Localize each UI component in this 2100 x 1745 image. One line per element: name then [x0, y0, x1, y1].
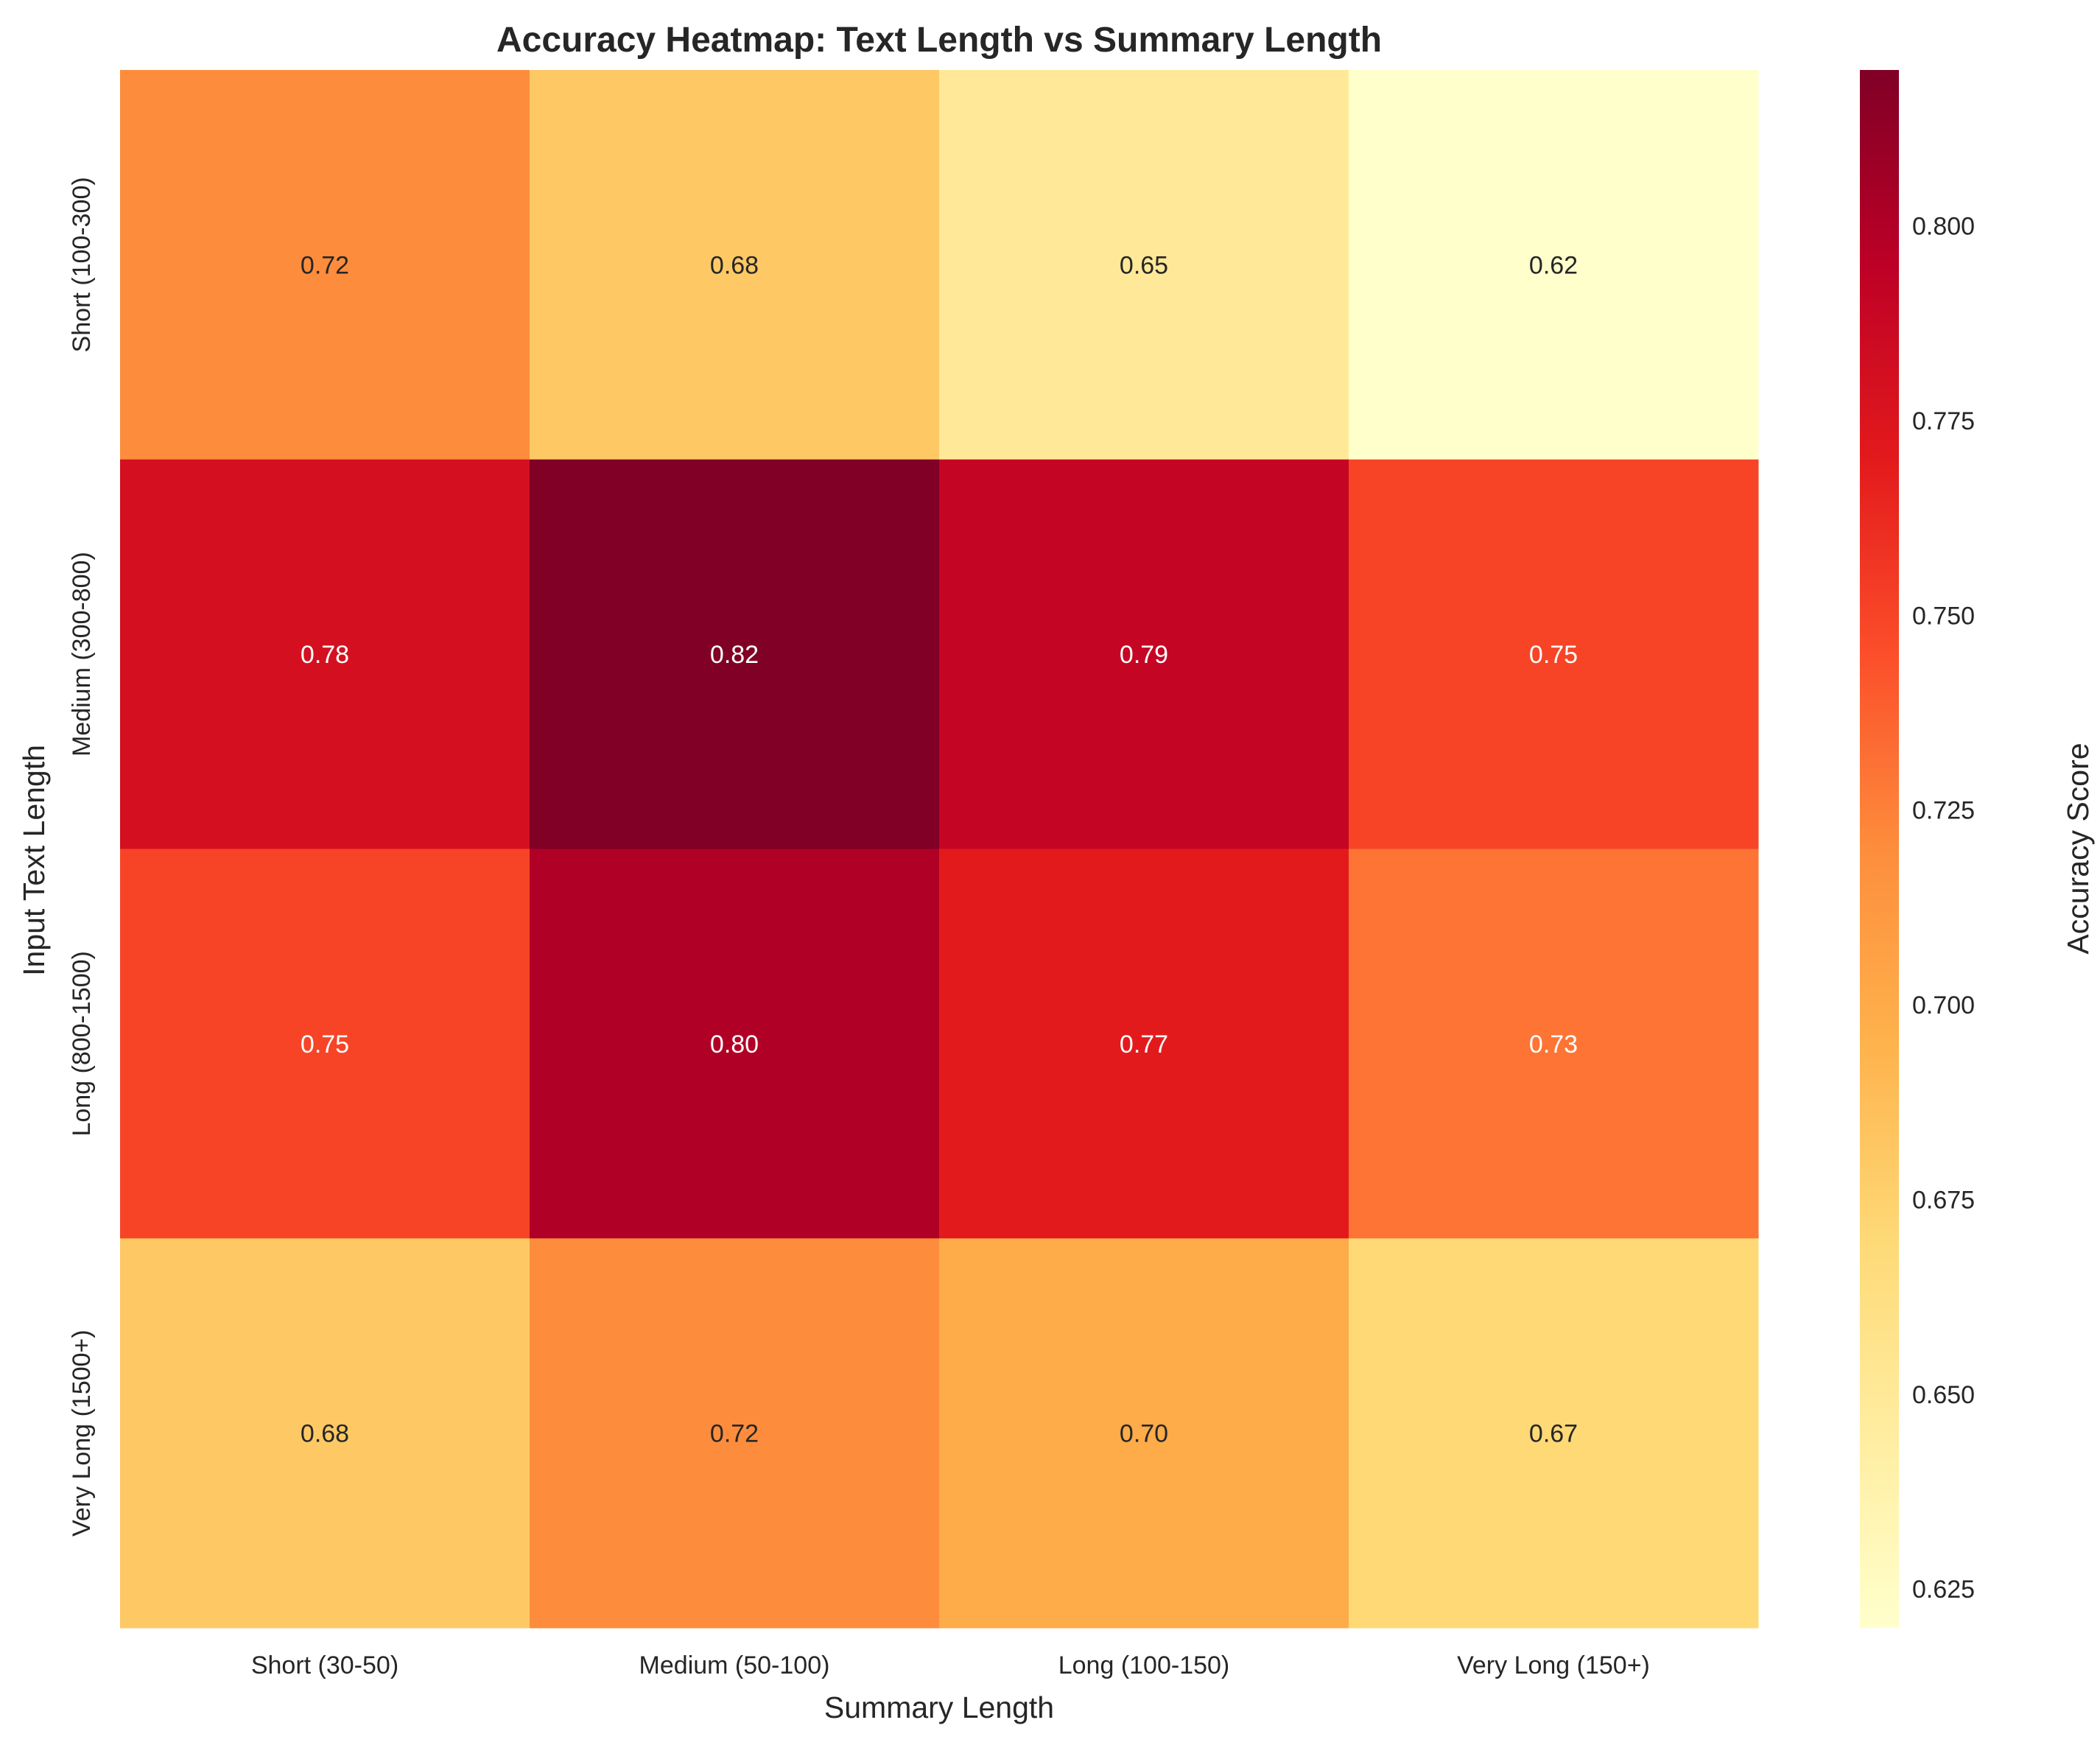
x-tick-label: Long (100-150): [1058, 1651, 1230, 1679]
heatmap-cell-value: 0.77: [1120, 1031, 1168, 1058]
x-tick-label: Short (30-50): [251, 1651, 398, 1679]
heatmap-cell: [120, 459, 530, 849]
heatmap-cell: [1349, 459, 1759, 849]
y-tick-label: Short (100-300): [68, 177, 96, 352]
heatmap-cell-value: 0.78: [301, 641, 349, 669]
heatmap-cell: [1349, 1238, 1759, 1629]
colorbar-tick-label: 0.800: [1912, 213, 1975, 241]
heatmap-cell: [530, 70, 940, 460]
heatmap-cell: [939, 459, 1349, 849]
colorbar-label: Accuracy Score: [2061, 742, 2095, 954]
y-tick-label: Medium (300-800): [68, 552, 96, 756]
colorbar-tick-label: 0.750: [1912, 602, 1975, 630]
heatmap-cell: [1349, 849, 1759, 1239]
heatmap-cell: [120, 849, 530, 1239]
heatmap-cell: [120, 1238, 530, 1629]
heatmap-cell: [120, 70, 530, 460]
heatmap-cell: [530, 849, 940, 1239]
heatmap-cell-value: 0.80: [710, 1031, 759, 1058]
colorbar-tick-label: 0.675: [1912, 1186, 1975, 1214]
colorbar-ticks: 0.625 0.650 0.675 0.700 0.725 0.750 0.775 0.800: [1912, 213, 1975, 1604]
x-tick-labels: Short (30-50) Medium (50-100) Long (100-15…: [251, 1651, 1650, 1679]
x-axis-label: Summary Length: [824, 1690, 1054, 1724]
colorbar: 0.625 0.650 0.675 0.700 0.725 0.750 0.775 0.800…: [1860, 70, 2095, 1628]
colorbar-tick-label: 0.650: [1912, 1381, 1975, 1409]
heatmap-cell-value: 0.72: [710, 1420, 759, 1448]
heatmap-cell-labels: 0.72 0.68 0.65 0.62 0.78 0.82 0.79 0.75 0.75 0.80…: [301, 251, 1578, 1447]
x-tick-label: Medium (50-100): [639, 1651, 830, 1679]
chart-title: Accuracy Heatmap: Text Length vs Summary…: [496, 21, 1382, 60]
heatmap-cell: [530, 1238, 940, 1629]
y-tick-label: Long (800-1500): [68, 951, 96, 1136]
y-tick-labels: Short (100-300) Medium (300-800) Long (800…: [68, 177, 96, 1537]
heatmap-cell-value: 0.70: [1120, 1420, 1168, 1448]
heatmap-cell: [1349, 70, 1759, 460]
heatmap-cell-value: 0.65: [1120, 251, 1168, 279]
heatmap-cell-value: 0.67: [1529, 1420, 1578, 1448]
colorbar-tick-label: 0.725: [1912, 797, 1975, 825]
heatmap-cell-value: 0.82: [710, 641, 759, 669]
y-tick-label: Very Long (1500+): [68, 1330, 96, 1537]
heatmap-cell-value: 0.75: [1529, 641, 1578, 669]
heatmap-cell: [939, 1238, 1349, 1629]
colorbar-tick-label: 0.700: [1912, 991, 1975, 1019]
colorbar-tick-label: 0.775: [1912, 407, 1975, 435]
heatmap-cells: [120, 70, 1759, 1629]
colorbar-tick-label: 0.625: [1912, 1576, 1975, 1604]
colorbar-gradient: [1860, 70, 1899, 1628]
y-axis-label: Input Text Length: [17, 745, 51, 976]
heatmap-cell-value: 0.62: [1529, 251, 1578, 279]
heatmap-cell-value: 0.79: [1120, 641, 1168, 669]
heatmap-cell-value: 0.75: [301, 1031, 349, 1058]
heatmap-cell-value: 0.73: [1529, 1031, 1578, 1058]
heatmap-cell-value: 0.72: [301, 251, 349, 279]
x-tick-label: Very Long (150+): [1457, 1651, 1650, 1679]
heatmap-cell-value: 0.68: [301, 1420, 349, 1448]
heatmap-cell: [530, 459, 940, 849]
heatmap-cell: [939, 70, 1349, 460]
heatmap-cell: [939, 849, 1349, 1239]
heatmap-cell-value: 0.68: [710, 251, 759, 279]
